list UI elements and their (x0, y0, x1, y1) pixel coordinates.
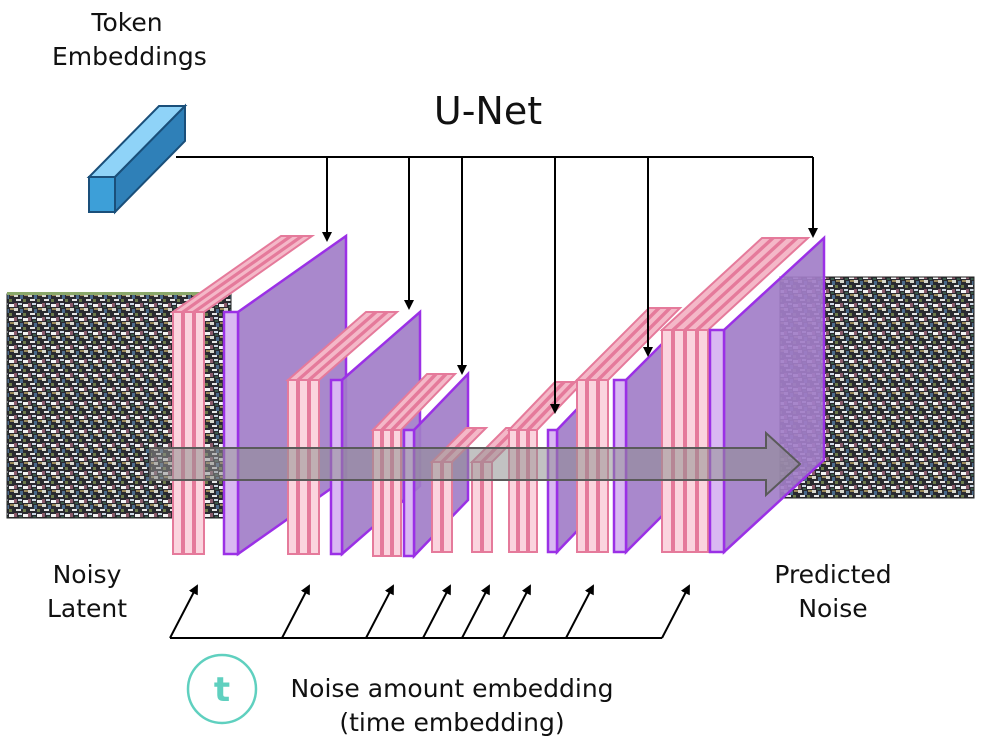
stack-down-1-purple-edge (222, 310, 240, 556)
input-label-line2: Latent (46, 594, 128, 623)
stack-down-3-pink-layer (392, 429, 402, 557)
stack-up-3-pink-layer (673, 329, 685, 553)
time-embedding-label: Noise amount embedding (time embedding) (272, 672, 632, 740)
noisy-latent-top-edge (7, 292, 231, 295)
stack-up-3-purple-edge (708, 328, 726, 554)
time-t-circle-icon (186, 653, 258, 725)
time-label-line2: (time embedding) (339, 708, 565, 737)
time-conditioning-arrows (169, 584, 690, 639)
stack-up-3-pink-layer (685, 329, 697, 553)
stack-up-1-pink-layer (508, 429, 518, 553)
stack-down-1 (169, 233, 348, 557)
token-embedding-block-icon (86, 103, 188, 215)
token-embeddings-label: Token Embeddings (52, 6, 207, 74)
data-flow-arrow (149, 430, 802, 498)
stack-down-1-pink-layer (194, 311, 205, 555)
stack-down-3-purple-edge (402, 428, 416, 558)
stack-up-3 (659, 235, 826, 555)
time-symbol: t (214, 670, 230, 710)
stack-up-1-pink-layer (518, 429, 528, 553)
input-label-line1: Noisy (52, 560, 122, 589)
token-label-line1: Token (91, 8, 163, 37)
stack-down-1-pink-layer (172, 311, 183, 555)
stack-up-3-pink-layer (661, 329, 673, 553)
diagram-title: U-Net (433, 89, 543, 133)
token-label-line2: Embeddings (52, 42, 207, 71)
output-label-line1: Predicted (774, 560, 892, 589)
stack-up-1-pink-layer (528, 429, 538, 553)
time-label-line1: Noise amount embedding (290, 674, 614, 703)
stack-down-1-pink-layer (183, 311, 194, 555)
token-conditioning-arrows (176, 156, 818, 414)
stack-up-3-pink-layer (697, 329, 709, 553)
unet-layer-stacks (169, 233, 826, 560)
stack-up-1-purple-edge (546, 428, 559, 554)
noisy-latent-label: Noisy Latent (22, 558, 152, 626)
stack-down-3-pink-layer (372, 429, 382, 557)
output-label-line2: Noise (798, 594, 868, 623)
stack-down-3-pink-layer (382, 429, 392, 557)
predicted-noise-label: Predicted Noise (758, 558, 908, 626)
